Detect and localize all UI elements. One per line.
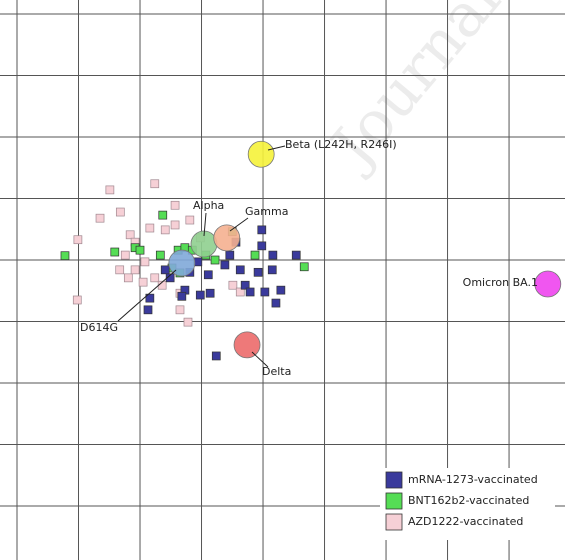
- serum-point: [158, 210, 168, 220]
- serum-point: [220, 260, 230, 270]
- serum-point: [95, 213, 105, 223]
- serum-point: [170, 200, 180, 210]
- serum-point: [177, 291, 187, 301]
- serum-point: [73, 235, 83, 245]
- serum-point: [240, 280, 250, 290]
- watermark: Journal: [315, 0, 515, 184]
- antigen-label: D614G: [80, 321, 118, 334]
- serum-point: [268, 250, 278, 260]
- serum-point: [267, 265, 277, 275]
- antigen-label: Gamma: [245, 205, 288, 218]
- leader-line: [203, 212, 207, 237]
- serum-point: [225, 250, 235, 260]
- serum-point: [115, 265, 125, 275]
- antigen-point: [534, 270, 562, 298]
- serum-point: [299, 262, 309, 272]
- serum-point: [130, 265, 140, 275]
- serum-point: [115, 207, 125, 217]
- legend-label: BNT162b2-vaccinated: [408, 494, 529, 507]
- serum-point: [105, 185, 115, 195]
- serum-point: [235, 287, 245, 297]
- serum-point: [165, 273, 175, 283]
- serum-point: [150, 179, 160, 189]
- serum-point: [155, 250, 165, 260]
- serum-point: [125, 230, 135, 240]
- serum-point: [257, 241, 267, 251]
- serum-point: [228, 280, 238, 290]
- serum-point: [140, 257, 150, 267]
- serum-point: [250, 250, 260, 260]
- serum-point: [257, 225, 267, 235]
- antigen-point: [233, 331, 261, 359]
- serum-point: [143, 305, 153, 315]
- antigen-label: Delta: [262, 365, 291, 378]
- legend-label: mRNA-1273-vaccinated: [408, 473, 538, 486]
- serum-point: [150, 273, 160, 283]
- serum-point: [138, 277, 148, 287]
- serum-point: [145, 293, 155, 303]
- antigen-label: Alpha: [193, 199, 224, 212]
- serum-point: [211, 351, 221, 361]
- serum-point: [271, 298, 281, 308]
- serum-point: [291, 250, 301, 260]
- serum-point: [160, 265, 170, 275]
- serum-point: [170, 220, 180, 230]
- leader-line: [267, 145, 286, 151]
- serum-point: [276, 285, 286, 295]
- serum-point: [185, 215, 195, 225]
- serum-point: [203, 270, 213, 280]
- serum-point: [253, 267, 263, 277]
- legend-box: [380, 468, 555, 540]
- serum-point: [123, 273, 133, 283]
- serum-point: [160, 225, 170, 235]
- serum-point: [235, 265, 245, 275]
- legend-swatch: [385, 471, 403, 489]
- serum-point: [145, 223, 155, 233]
- serum-point: [195, 290, 205, 300]
- serum-point: [245, 287, 255, 297]
- antigen-label: Omicron BA.1: [463, 276, 538, 289]
- legend-swatch: [385, 492, 403, 510]
- serum-point: [210, 255, 220, 265]
- serum-point: [205, 288, 215, 298]
- antigen-point: [213, 224, 241, 252]
- serum-point: [72, 295, 82, 305]
- antigen-label: Beta (L242H, R246I): [285, 138, 397, 151]
- legend-swatch: [385, 513, 403, 531]
- serum-point: [110, 247, 120, 257]
- leader-line: [229, 217, 249, 232]
- serum-point: [260, 287, 270, 297]
- serum-point: [135, 245, 145, 255]
- serum-point: [120, 250, 130, 260]
- leader-line: [117, 269, 177, 322]
- leader-line: [251, 351, 269, 368]
- serum-point: [183, 317, 193, 327]
- antigen-point: [247, 140, 275, 168]
- serum-point: [175, 305, 185, 315]
- antigen-point: [168, 249, 196, 277]
- legend-label: AZD1222-vaccinated: [408, 515, 523, 528]
- serum-point: [60, 251, 70, 261]
